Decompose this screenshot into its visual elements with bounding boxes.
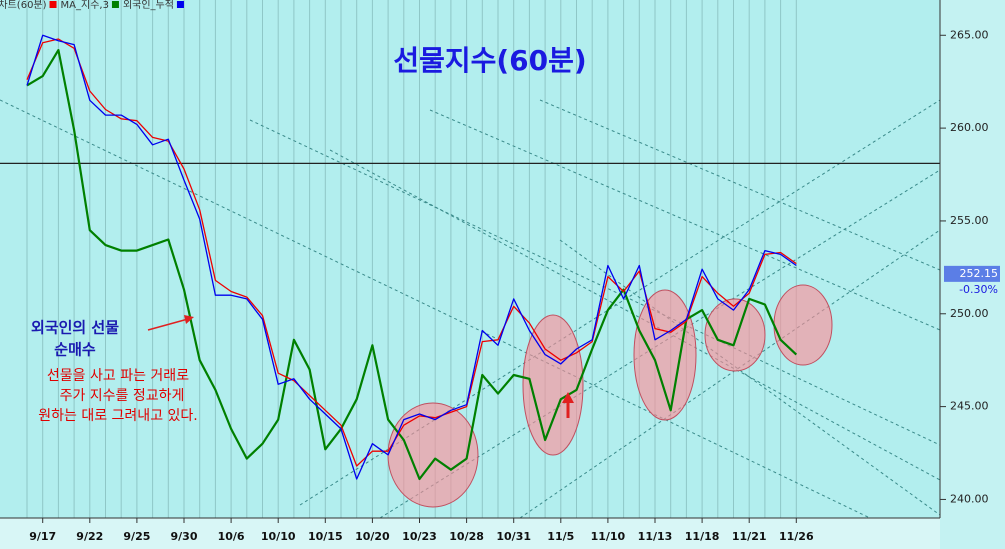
x-tick-label: 11/13: [638, 530, 673, 543]
x-tick-label: 9/22: [76, 530, 103, 543]
series-layer: [0, 34, 940, 481]
legend: 일봉차트(60분) MA_지수,3 외국인_누적: [0, 0, 184, 11]
x-axis-area: [0, 518, 940, 549]
series-line: [26, 34, 797, 480]
y-tick-label: 265.00: [950, 28, 989, 41]
last-value-label: 252.15: [960, 267, 999, 280]
annotation-arrowhead: [562, 392, 574, 403]
y-tick-label: 260.00: [950, 121, 989, 134]
legend-label: 외국인_누적: [123, 0, 174, 11]
series-line: [26, 49, 798, 481]
legend-swatch: [176, 1, 184, 8]
legend-swatch: [49, 1, 57, 8]
highlight-circle: [633, 289, 697, 421]
y-tick-label: 255.00: [950, 214, 989, 227]
highlight-circles: [387, 284, 833, 508]
chart-title: 선물지수(60분): [393, 44, 586, 77]
y-tick-label: 245.00: [950, 400, 989, 413]
channel-line: [539, 99, 941, 271]
legend-label: MA_지수,3: [61, 0, 109, 11]
x-tick-label: 10/15: [308, 530, 343, 543]
x-tick-label: 10/31: [496, 530, 531, 543]
highlight-circle: [522, 314, 584, 456]
x-tick-label: 11/26: [779, 530, 814, 543]
x-tick-label: 10/20: [355, 530, 390, 543]
legend-swatch: [111, 1, 119, 8]
annotation-arrow: [147, 318, 189, 331]
annotation: 선물을 사고 파는 거래로: [47, 368, 189, 384]
annotation: 원하는 대로 그려내고 있다.: [38, 408, 197, 424]
x-tick-label: 10/10: [261, 530, 296, 543]
x-tick-label: 9/17: [29, 530, 56, 543]
change-label: -0.30%: [959, 283, 998, 296]
annotation-arrowhead: [184, 315, 194, 324]
x-tick-label: 11/18: [685, 530, 720, 543]
channel-line: [0, 99, 871, 519]
x-tick-label: 11/5: [547, 530, 574, 543]
x-tick-label: 10/6: [218, 530, 245, 543]
channel-line: [429, 109, 941, 331]
x-tick-label: 11/10: [591, 530, 626, 543]
x-tick-label: 10/28: [449, 530, 484, 543]
x-tick-label: 10/23: [402, 530, 437, 543]
legend-label: 일봉차트(60분): [0, 0, 47, 11]
annotation: 외국인의 선물: [31, 319, 119, 337]
y-tick-label: 250.00: [950, 307, 989, 320]
x-tick-label: 9/30: [171, 530, 198, 543]
x-tick-label: 11/21: [732, 530, 767, 543]
last-value-box: [944, 265, 1000, 282]
highlight-circle: [704, 298, 766, 372]
channel-line: [519, 229, 941, 519]
annotation: 순매수: [54, 341, 96, 359]
x-tick-label: 9/25: [123, 530, 150, 543]
annotation: 주가 지수를 정교하게: [60, 388, 185, 404]
channel-line: [329, 149, 941, 481]
channel-line: [249, 119, 941, 446]
highlight-circle: [773, 284, 833, 366]
channel-line: [559, 239, 941, 516]
y-tick-label: 240.00: [950, 492, 989, 505]
